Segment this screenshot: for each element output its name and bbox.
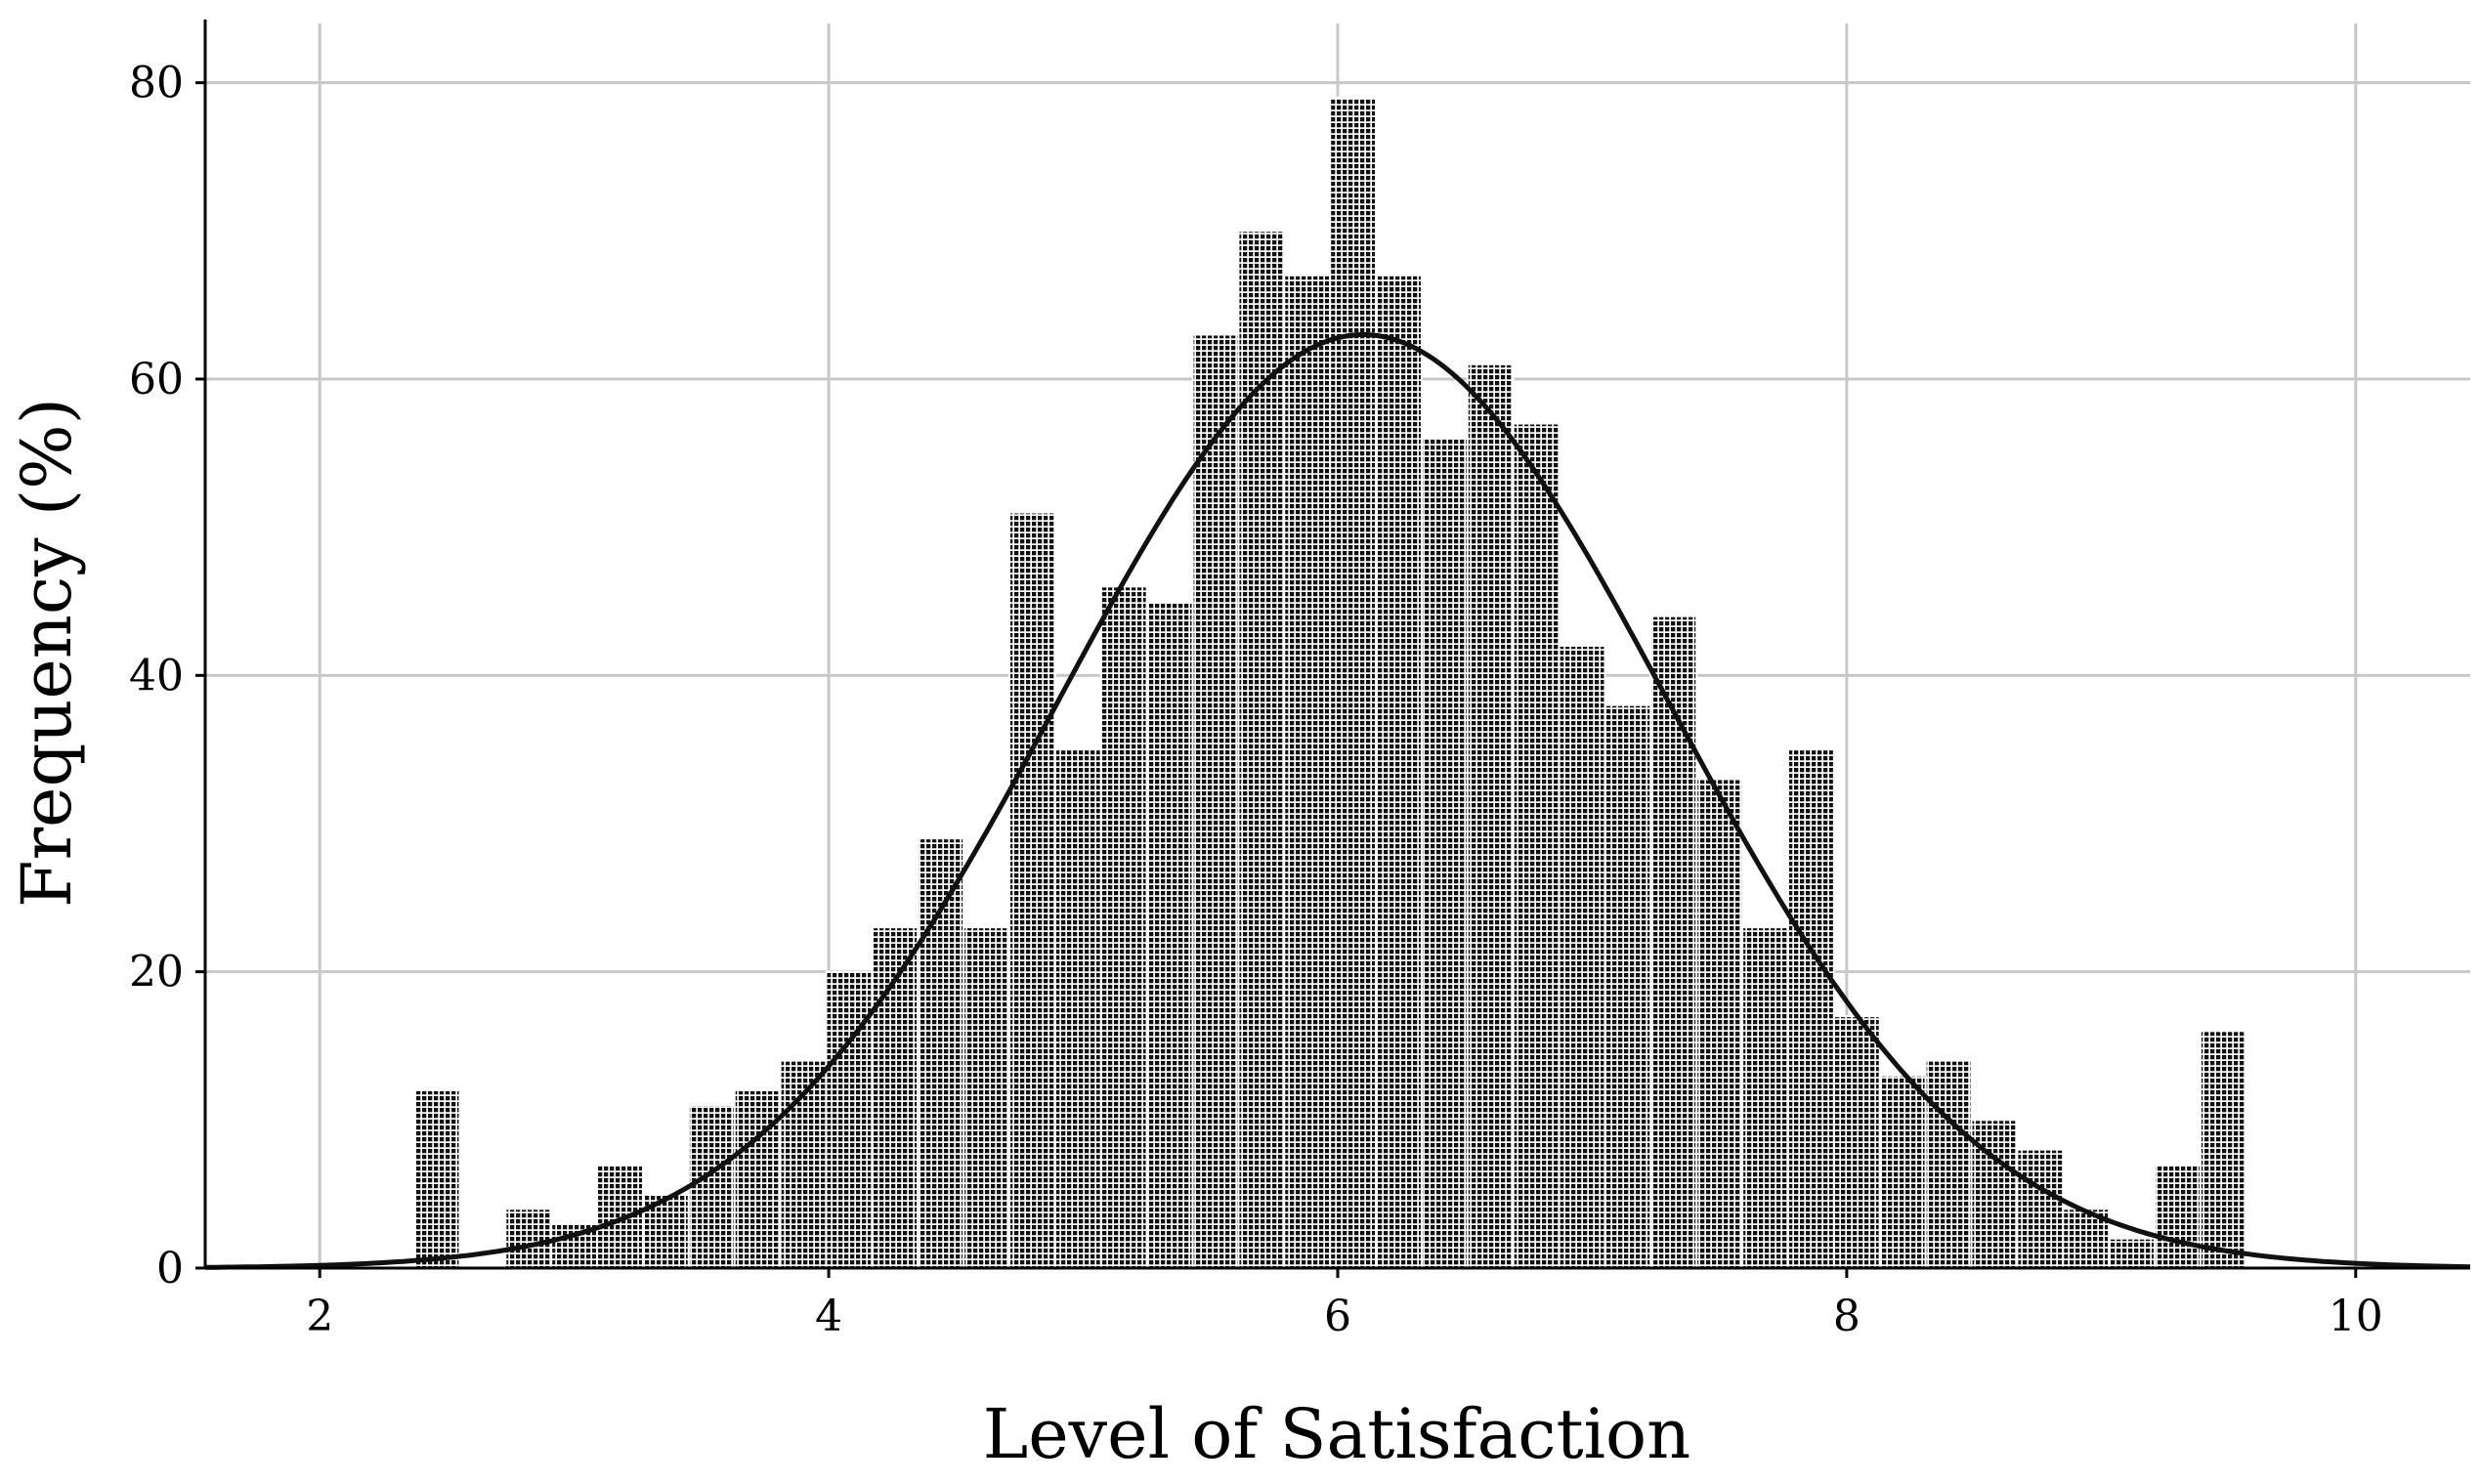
- histogram-bar: [1878, 1074, 1927, 1270]
- y-tick-label: 0: [156, 1244, 184, 1293]
- axes: [195, 20, 2470, 1278]
- histogram-bar: [1786, 748, 1835, 1269]
- y-tick-label: 20: [129, 948, 184, 997]
- x-tick-label: 10: [2329, 1292, 2383, 1341]
- histogram-bar: [687, 1104, 736, 1269]
- histogram-bar: [412, 1089, 461, 1269]
- histogram-bar: [733, 1089, 782, 1269]
- histogram-bar: [1970, 1119, 2019, 1270]
- x-tick-label: 2: [306, 1292, 333, 1341]
- histogram-bar: [825, 970, 874, 1270]
- normal-curve-group: [204, 332, 2471, 1270]
- histogram-bar: [1741, 926, 1789, 1270]
- histogram-bars: [412, 96, 2247, 1270]
- histogram-bar: [1695, 778, 1744, 1269]
- histogram-bar: [1053, 748, 1102, 1269]
- histogram-bar: [1512, 422, 1561, 1269]
- histogram-bar: [1008, 511, 1056, 1269]
- y-tick-label: 60: [129, 355, 184, 404]
- histogram-bar: [596, 1163, 644, 1270]
- histogram-bar: [1558, 645, 1606, 1269]
- histogram-bar: [917, 837, 965, 1270]
- histogram-bar: [1375, 274, 1423, 1270]
- histogram-bar: [1924, 1059, 1973, 1269]
- histogram-bar: [2154, 1163, 2202, 1270]
- histogram-bar: [1832, 1015, 1881, 1269]
- histogram-bar: [1466, 362, 1515, 1270]
- histogram-bar: [962, 926, 1011, 1270]
- histogram-bar: [1145, 600, 1194, 1269]
- histogram-bar: [2108, 1237, 2157, 1269]
- x-tick-label: 8: [1833, 1292, 1860, 1341]
- y-axis-title: Frequency (%): [7, 398, 87, 908]
- histogram-bar: [1329, 96, 1378, 1269]
- tick-labels: 0 20 40 60 80 2 4 6 8 10: [129, 59, 2383, 1341]
- normal-curve-line: [204, 332, 2471, 1270]
- x-axis-title: Level of Satisfaction: [983, 1394, 1691, 1474]
- histogram-bar: [1420, 437, 1469, 1269]
- histogram-bar: [2016, 1148, 2065, 1269]
- histogram-bar: [1283, 274, 1332, 1270]
- histogram-bar: [504, 1208, 553, 1270]
- histogram-bar: [1649, 615, 1698, 1269]
- histogram-bar: [2199, 1030, 2247, 1270]
- histogram-bar: [1099, 585, 1148, 1269]
- histogram-bar: [1603, 703, 1652, 1269]
- x-tick-label: 6: [1324, 1292, 1351, 1341]
- y-tick-label: 80: [129, 59, 184, 108]
- histogram-bar: [1191, 333, 1240, 1269]
- x-tick-label: 4: [815, 1292, 842, 1341]
- y-tick-label: 40: [129, 651, 184, 700]
